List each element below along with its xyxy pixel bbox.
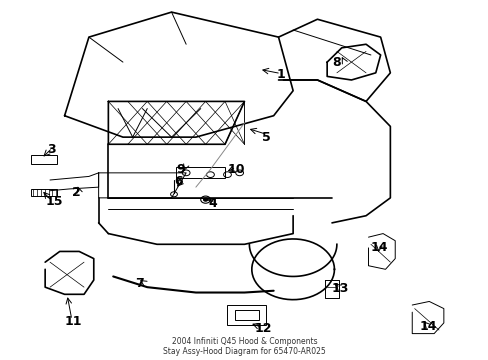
Text: 5: 5 <box>261 131 270 144</box>
Text: 10: 10 <box>227 163 244 176</box>
Bar <box>227 305 266 325</box>
Text: 15: 15 <box>45 195 62 208</box>
Text: 8: 8 <box>331 55 340 69</box>
Text: 2: 2 <box>72 186 81 199</box>
Text: 7: 7 <box>135 277 143 290</box>
Text: 9: 9 <box>176 163 184 176</box>
Text: 3: 3 <box>47 143 56 156</box>
Bar <box>176 167 224 178</box>
Bar <box>30 189 57 196</box>
Text: 11: 11 <box>64 315 82 328</box>
Text: 13: 13 <box>331 283 349 296</box>
Text: 12: 12 <box>254 322 271 335</box>
Text: 14: 14 <box>419 320 436 333</box>
Text: 14: 14 <box>370 241 387 255</box>
Bar <box>234 310 259 320</box>
Text: 6: 6 <box>174 175 182 188</box>
Text: 2004 Infiniti Q45 Hood & Components
Stay Assy-Hood Diagram for 65470-AR025: 2004 Infiniti Q45 Hood & Components Stay… <box>163 337 325 356</box>
Circle shape <box>203 198 207 201</box>
Text: 1: 1 <box>276 68 285 81</box>
Text: 4: 4 <box>207 197 216 210</box>
Bar <box>30 155 57 164</box>
